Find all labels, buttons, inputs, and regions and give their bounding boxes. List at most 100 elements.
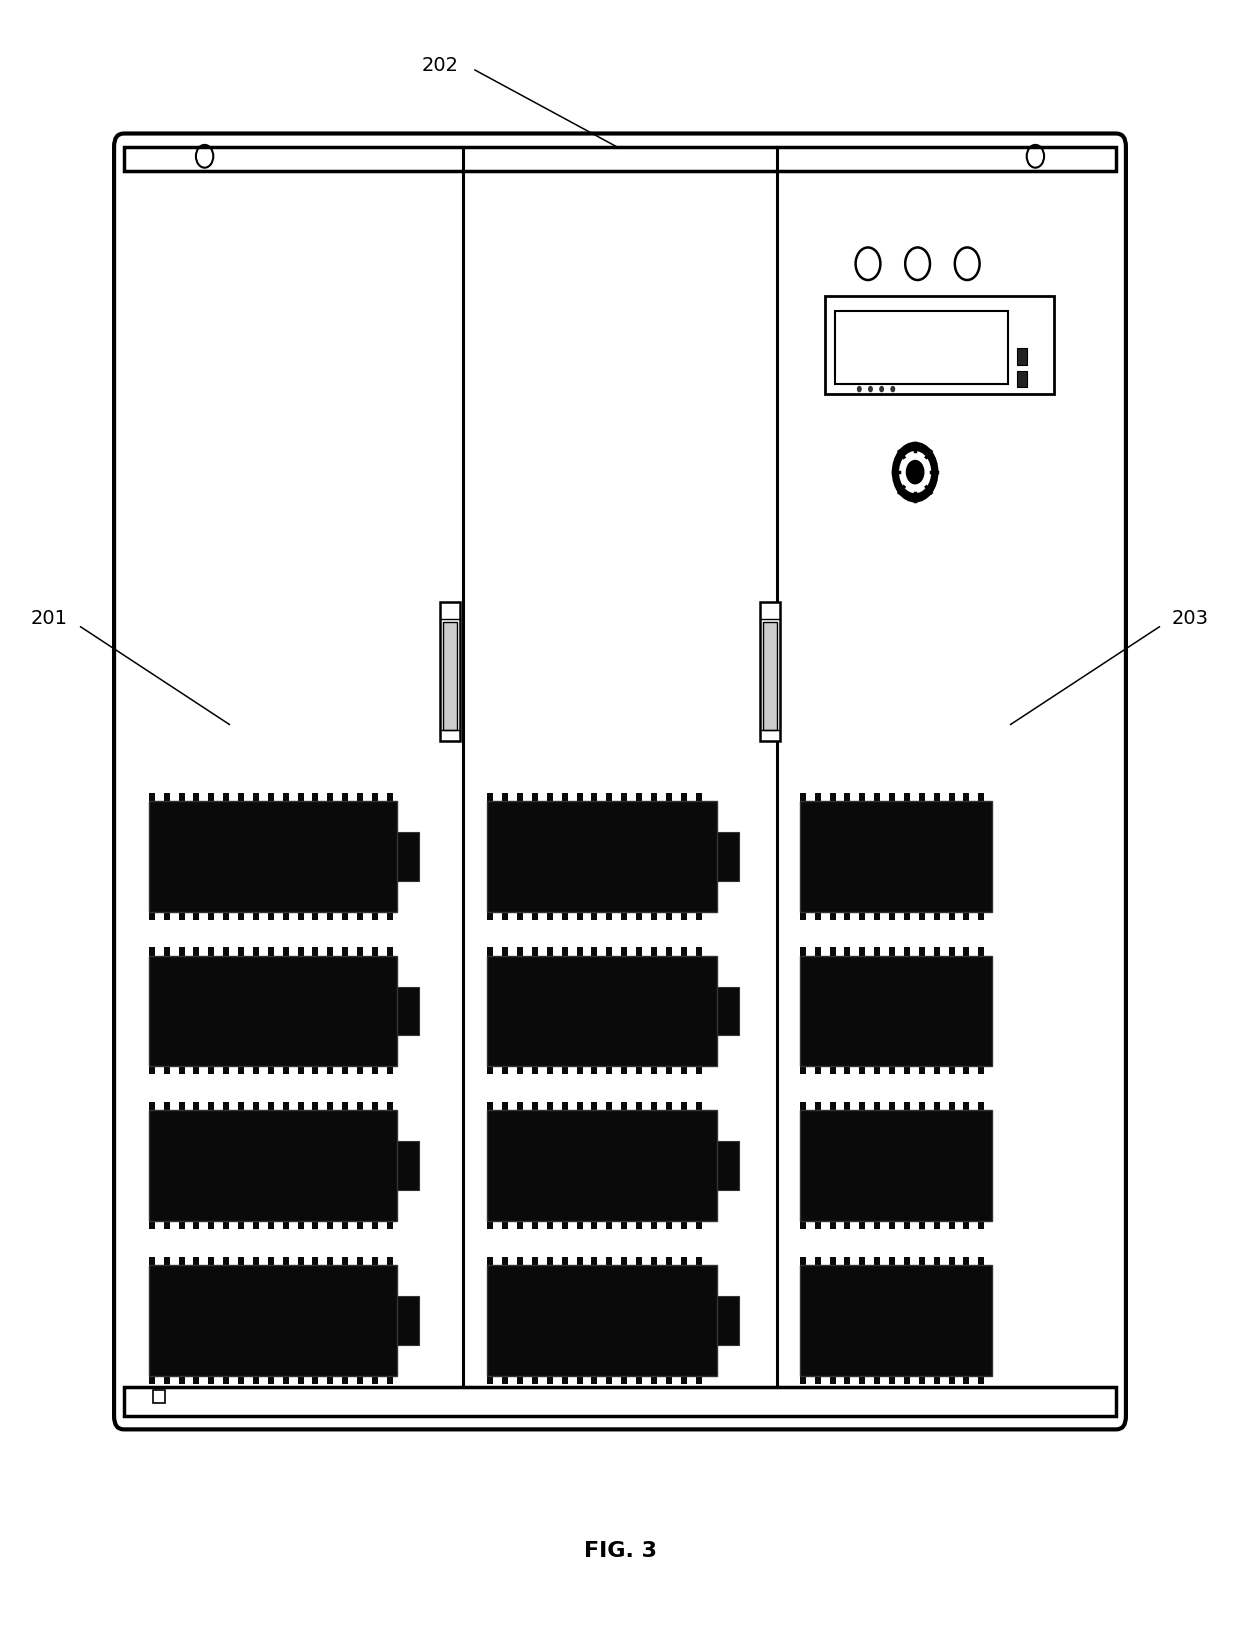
Bar xyxy=(717,987,739,1035)
Bar xyxy=(517,947,523,956)
Bar xyxy=(208,1066,215,1074)
Bar xyxy=(179,1066,185,1074)
Bar xyxy=(763,622,777,729)
Bar xyxy=(547,1376,553,1384)
Circle shape xyxy=(899,451,931,493)
Bar xyxy=(859,793,866,801)
Bar xyxy=(666,947,672,956)
Bar xyxy=(934,947,940,956)
Bar xyxy=(327,1221,334,1229)
Bar xyxy=(238,1066,244,1074)
Bar xyxy=(238,1257,244,1265)
Bar xyxy=(844,1102,851,1110)
FancyBboxPatch shape xyxy=(114,133,1126,1429)
Bar xyxy=(696,1376,702,1384)
Bar xyxy=(149,1066,155,1074)
Bar xyxy=(636,793,642,801)
Bar xyxy=(830,947,836,956)
Bar xyxy=(502,1102,508,1110)
Bar xyxy=(889,912,895,920)
Bar xyxy=(547,1221,553,1229)
Bar xyxy=(963,947,970,956)
Bar xyxy=(949,793,955,801)
Bar xyxy=(825,296,1054,394)
Bar xyxy=(312,1257,319,1265)
Bar xyxy=(238,912,244,920)
Circle shape xyxy=(905,459,925,485)
Bar xyxy=(208,793,215,801)
Bar xyxy=(562,1257,568,1265)
Bar xyxy=(800,801,992,912)
Bar xyxy=(978,1066,985,1074)
Bar xyxy=(591,1102,598,1110)
Bar xyxy=(874,1221,880,1229)
Bar xyxy=(919,793,925,801)
Bar xyxy=(904,912,910,920)
Bar xyxy=(1017,348,1027,365)
Circle shape xyxy=(890,386,895,392)
Bar xyxy=(283,1102,289,1110)
Bar xyxy=(193,947,200,956)
Bar xyxy=(298,947,304,956)
Bar xyxy=(859,1376,866,1384)
Bar xyxy=(904,1221,910,1229)
Bar xyxy=(283,1376,289,1384)
Bar xyxy=(815,1257,821,1265)
Bar xyxy=(815,1102,821,1110)
Bar xyxy=(357,1376,363,1384)
Bar xyxy=(532,1102,538,1110)
Bar xyxy=(606,793,613,801)
Bar xyxy=(487,1265,717,1376)
Bar xyxy=(844,1376,851,1384)
Bar xyxy=(298,1376,304,1384)
Bar xyxy=(978,793,985,801)
Bar xyxy=(904,1376,910,1384)
Bar xyxy=(949,1221,955,1229)
Bar xyxy=(208,912,215,920)
Bar xyxy=(606,1257,613,1265)
Bar xyxy=(949,912,955,920)
Bar xyxy=(397,1296,419,1345)
Bar xyxy=(636,1221,642,1229)
Bar xyxy=(696,1066,702,1074)
Bar xyxy=(223,947,229,956)
Bar xyxy=(978,1102,985,1110)
Bar xyxy=(606,1376,613,1384)
Bar xyxy=(164,1066,170,1074)
Bar xyxy=(963,1102,970,1110)
Bar xyxy=(397,1141,419,1190)
Bar xyxy=(327,1066,334,1074)
Bar xyxy=(517,1102,523,1110)
Bar xyxy=(949,1066,955,1074)
Bar xyxy=(800,1066,806,1074)
Bar xyxy=(934,1102,940,1110)
Bar xyxy=(208,1257,215,1265)
Bar xyxy=(934,1066,940,1074)
Bar xyxy=(889,1102,895,1110)
Bar xyxy=(502,912,508,920)
Bar xyxy=(268,793,274,801)
Bar xyxy=(502,1066,508,1074)
Bar xyxy=(487,956,717,1066)
Bar xyxy=(342,1102,348,1110)
Bar xyxy=(164,947,170,956)
Bar xyxy=(253,1102,259,1110)
Bar xyxy=(919,1102,925,1110)
Bar xyxy=(681,912,687,920)
Bar xyxy=(372,912,378,920)
Bar xyxy=(562,793,568,801)
Bar xyxy=(298,912,304,920)
Bar xyxy=(124,147,1116,171)
Bar xyxy=(532,1066,538,1074)
Bar xyxy=(800,1257,806,1265)
Bar xyxy=(577,1102,583,1110)
Bar xyxy=(179,1376,185,1384)
Bar xyxy=(562,1102,568,1110)
Bar xyxy=(636,947,642,956)
Bar xyxy=(963,1221,970,1229)
Bar xyxy=(298,793,304,801)
Bar xyxy=(696,1257,702,1265)
Bar xyxy=(889,793,895,801)
Bar xyxy=(666,1376,672,1384)
Bar xyxy=(238,1376,244,1384)
